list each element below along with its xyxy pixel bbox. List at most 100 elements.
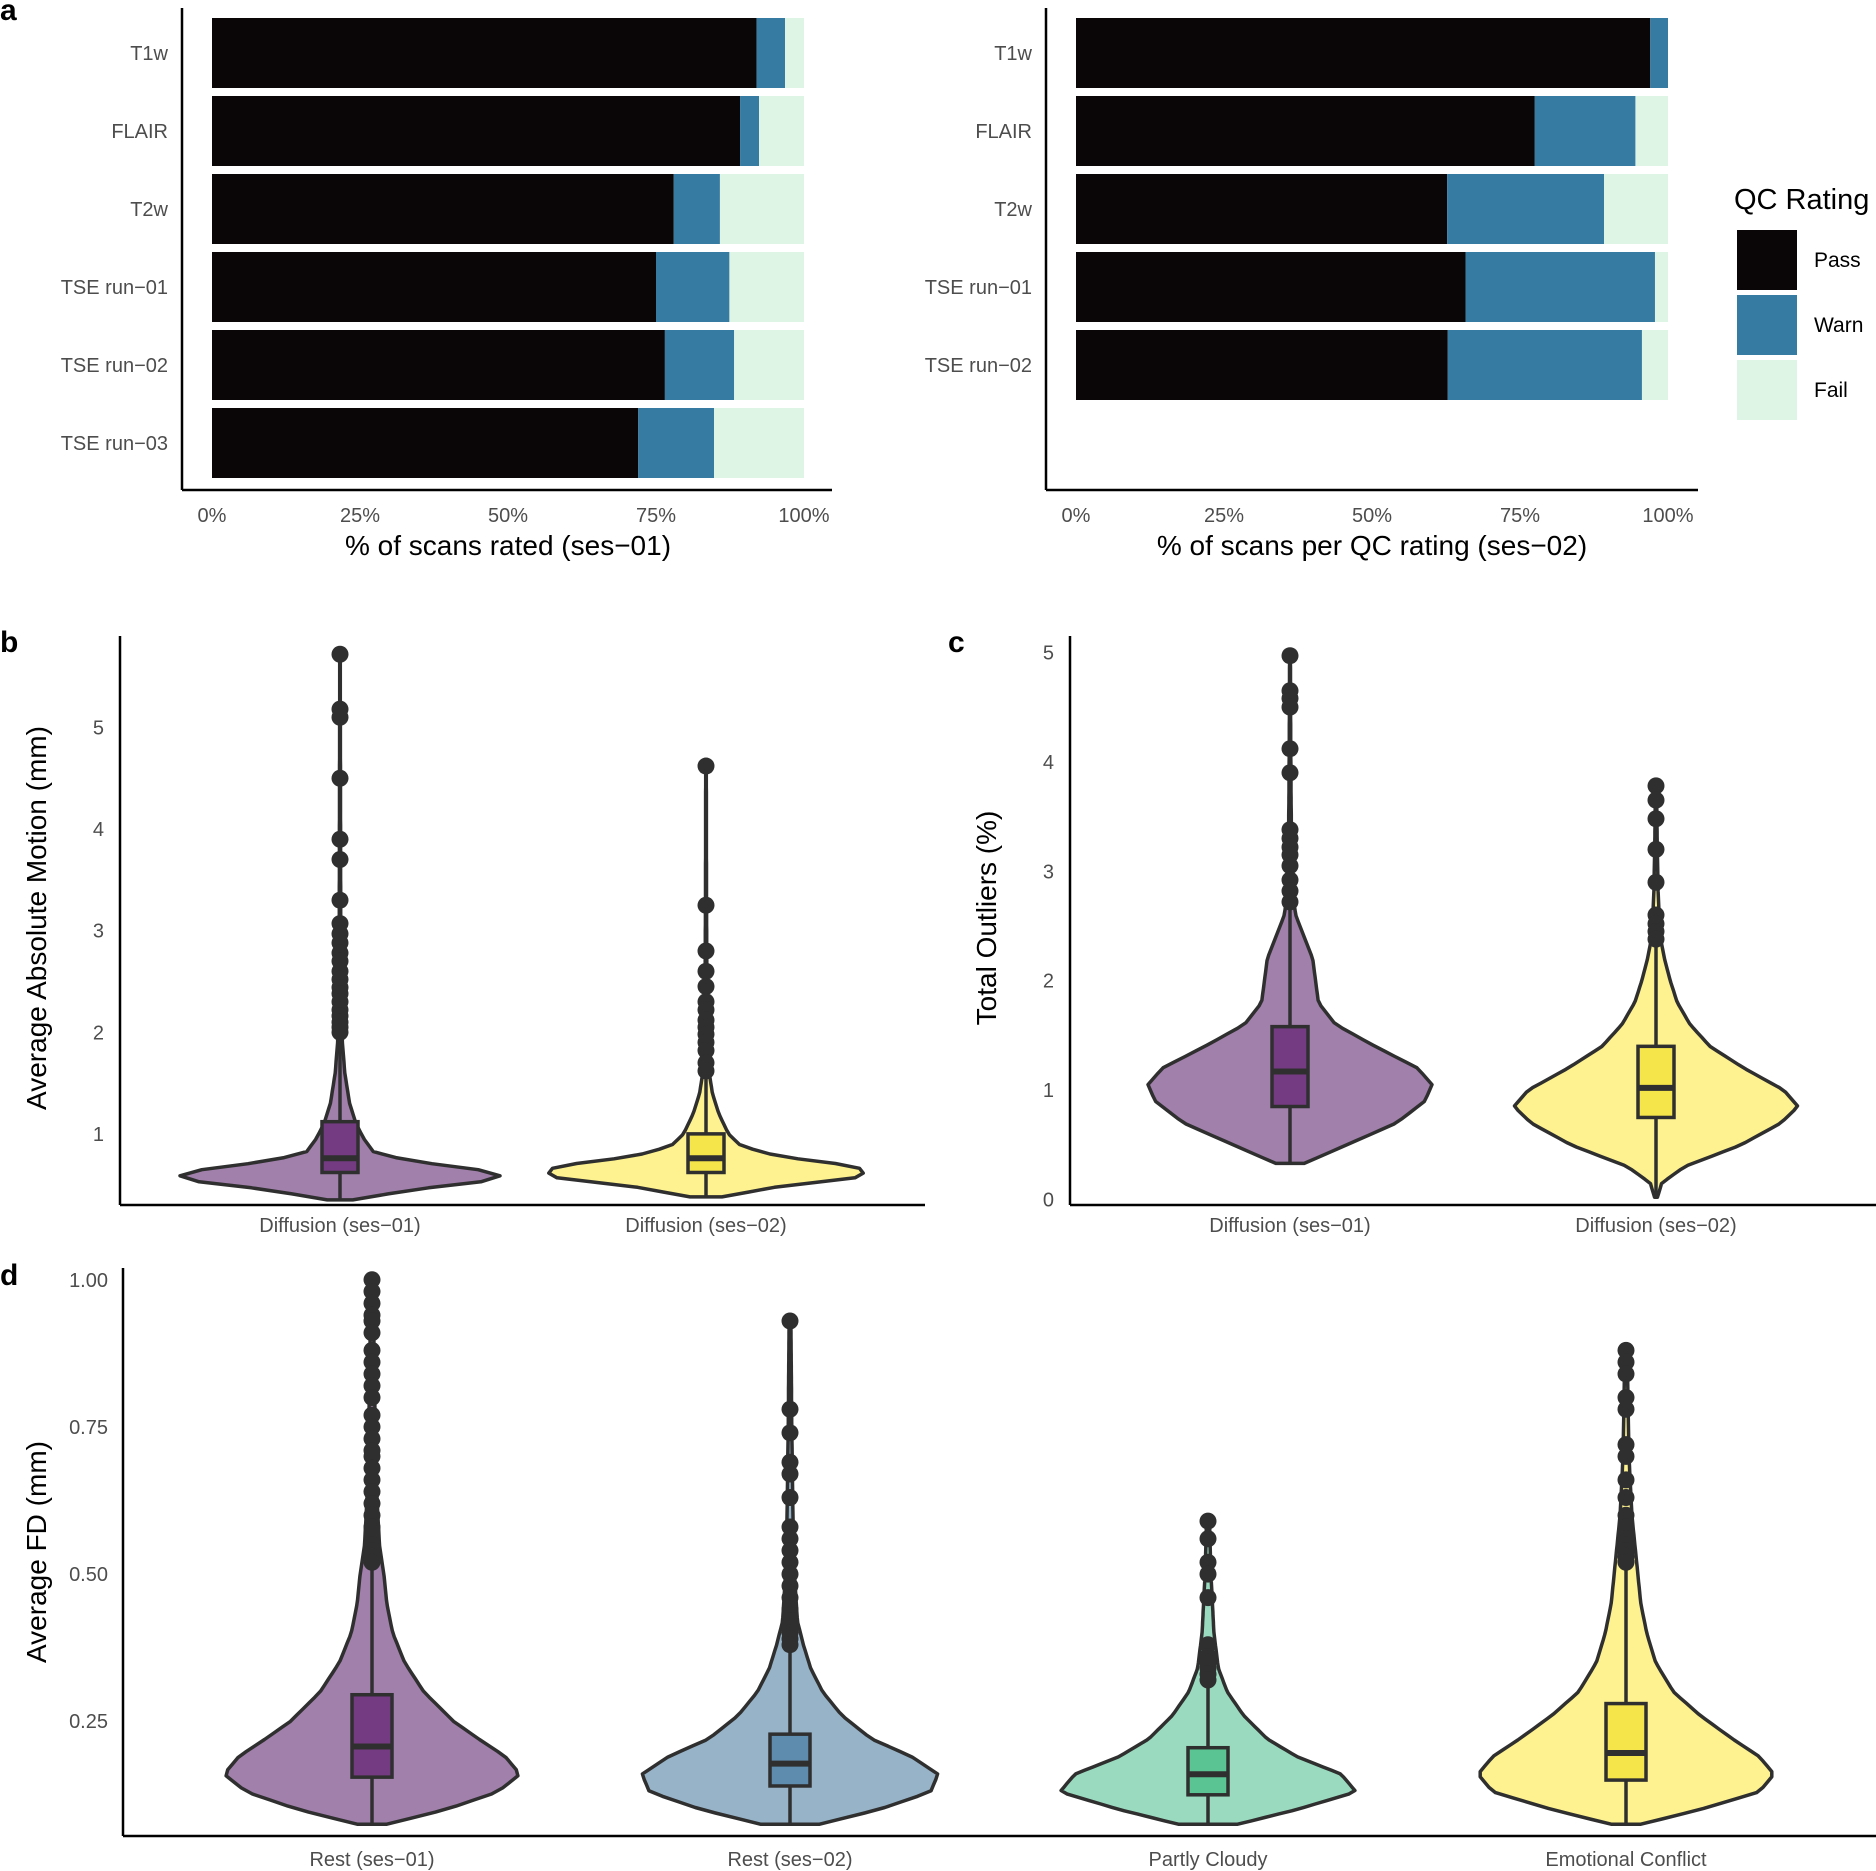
a1-bar-tse-run-03-pass bbox=[212, 408, 639, 478]
panel-d-x-ticks: Rest (ses−01) Rest (ses−02) Partly Cloudy E… bbox=[309, 1849, 1707, 1871]
d-rest-ses-02-outlier-10 bbox=[781, 1565, 799, 1583]
a2-x-tick-100: 100% bbox=[1642, 505, 1693, 527]
panel-c-label: c bbox=[948, 626, 965, 659]
d-emotional-conflict-outlier-15 bbox=[1617, 1553, 1635, 1571]
d-emotional-conflict-outlier-8 bbox=[1617, 1489, 1635, 1507]
a2-category-label-tse-run-01: TSE run−01 bbox=[925, 277, 1032, 299]
d-rest-ses-01-outlier-13 bbox=[363, 1430, 381, 1448]
d-emotional-conflict-outlier-5 bbox=[1617, 1436, 1635, 1454]
d-rest-ses-01-box bbox=[350, 1692, 394, 1779]
panel-b-violins bbox=[178, 645, 865, 1202]
a1-x-tick-0: 0% bbox=[198, 505, 227, 527]
c-diffusion-ses-01-x-label: Diffusion (ses−01) bbox=[1209, 1215, 1370, 1237]
d-rest-ses-01-outlier-8 bbox=[363, 1365, 381, 1383]
panel-a-ses02-bar-chart: T1w FLAIR T2w TSE run−01 TSE run−02 0% 25% 50%… bbox=[925, 8, 1698, 561]
b-y-tick-4: 4 bbox=[93, 819, 104, 841]
a1-bar-t1w-warn bbox=[756, 18, 786, 88]
d-y-tick-0-75: 0.75 bbox=[69, 1417, 108, 1439]
a1-x-tick-75: 75% bbox=[636, 505, 676, 527]
panel-c-y-axis-title: Total Outliers (%) bbox=[971, 811, 1002, 1026]
b-y-tick-2: 2 bbox=[93, 1022, 104, 1044]
b-diffusion-ses-02-outlier-11 bbox=[697, 1042, 715, 1060]
c-y-tick-0: 0 bbox=[1043, 1190, 1054, 1212]
d-partly-cloudy-outlier-3 bbox=[1199, 1565, 1217, 1583]
c-diffusion-ses-02-outlier-3 bbox=[1647, 840, 1665, 858]
d-rest-ses-01-outlier-19 bbox=[363, 1494, 381, 1512]
a2-bar-t1w-warn bbox=[1650, 18, 1668, 88]
d-partly-cloudy-outlier-0 bbox=[1199, 1512, 1217, 1530]
legend-label-pass: Pass bbox=[1814, 249, 1861, 272]
a1-bar-tse-run-01-warn bbox=[656, 252, 730, 322]
d-rest-ses-01-x-label: Rest (ses−01) bbox=[309, 1849, 434, 1871]
legend-swatch-pass bbox=[1737, 230, 1797, 290]
panel-d-label: d bbox=[0, 1259, 18, 1292]
panel-d-y-ticks: 0.25 0.50 0.75 1.00 bbox=[69, 1270, 108, 1733]
c-y-tick-5: 5 bbox=[1043, 642, 1054, 664]
d-rest-ses-01-outlier-17 bbox=[363, 1471, 381, 1489]
d-emotional-conflict-x-label: Emotional Conflict bbox=[1545, 1849, 1707, 1871]
b-y-tick-1: 1 bbox=[93, 1124, 104, 1146]
legend-label-fail: Fail bbox=[1814, 379, 1848, 402]
c-diffusion-ses-01-box bbox=[1270, 1024, 1310, 1109]
d-emotional-conflict-outlier-9 bbox=[1617, 1506, 1635, 1524]
d-rest-ses-02-outlier-1 bbox=[781, 1400, 799, 1418]
a1-category-label-tse-run-02: TSE run−02 bbox=[61, 355, 168, 377]
b-diffusion-ses-02-outlier-4 bbox=[697, 978, 715, 996]
c-diffusion-ses-02-box bbox=[1636, 1044, 1676, 1120]
d-rest-ses-01-outlier-5 bbox=[363, 1324, 381, 1342]
d-rest-ses-01-outlier-0 bbox=[363, 1271, 381, 1289]
b-diffusion-ses-01-outlier-21 bbox=[331, 1023, 349, 1041]
d-y-tick-0-50: 0.50 bbox=[69, 1564, 108, 1586]
a1-bar-flair-warn bbox=[740, 96, 760, 166]
d-rest-ses-02-outlier-6 bbox=[781, 1518, 799, 1536]
d-rest-ses-02-outlier-12 bbox=[781, 1589, 799, 1607]
d-rest-ses-02-outlier-0 bbox=[781, 1312, 799, 1330]
panel-a-ses01-bars bbox=[212, 18, 804, 478]
a1-bar-t2w-warn bbox=[673, 174, 720, 244]
panel-a-ses02-bars bbox=[1076, 18, 1668, 400]
d-partly-cloudy-outlier-1 bbox=[1199, 1530, 1217, 1548]
d-rest-ses-01-outlier-10 bbox=[363, 1388, 381, 1406]
d-emotional-conflict-box bbox=[1604, 1701, 1648, 1782]
d-emotional-conflict-outlier-4 bbox=[1617, 1400, 1635, 1418]
b-diffusion-ses-02-outlier-0 bbox=[697, 757, 715, 775]
d-rest-ses-01-outlier-20 bbox=[363, 1506, 381, 1524]
d-rest-ses-01-outlier-9 bbox=[363, 1377, 381, 1395]
a2-bar-tse-run-01-pass bbox=[1076, 252, 1466, 322]
panel-a-ses01-category-labels: T1w FLAIR T2w TSE run−01 TSE run−02 TSE run−0… bbox=[61, 43, 169, 455]
panel-d-violin-chart: 0.250.500.751.00 Rest (ses−01) Rest (ses−… bbox=[21, 1268, 1876, 1871]
d-rest-ses-02-outlier-19 bbox=[781, 1636, 799, 1654]
b-diffusion-ses-02-x-label: Diffusion (ses−02) bbox=[625, 1215, 786, 1237]
d-y-tick-0-25: 0.25 bbox=[69, 1711, 108, 1733]
d-rest-ses-02-outlier-3 bbox=[781, 1453, 799, 1471]
b-diffusion-ses-01-outlier-6 bbox=[331, 891, 349, 909]
a1-bar-tse-run-02-fail bbox=[734, 330, 804, 400]
panel-c-x-ticks: Diffusion (ses−01) Diffusion (ses−02) bbox=[1209, 1215, 1736, 1237]
a1-bar-tse-run-01-pass bbox=[212, 252, 656, 322]
d-emotional-conflict-outlier-6 bbox=[1617, 1447, 1635, 1465]
d-emotional-conflict-outlier-0 bbox=[1617, 1341, 1635, 1359]
c-diffusion-ses-01-outlier-0 bbox=[1281, 647, 1299, 665]
a1-bar-flair-fail bbox=[759, 96, 804, 166]
d-partly-cloudy-outlier-2 bbox=[1199, 1553, 1217, 1571]
a1-x-tick-50: 50% bbox=[488, 505, 528, 527]
a1-bar-tse-run-03-fail bbox=[714, 408, 804, 478]
b-diffusion-ses-01-outlier-2 bbox=[331, 708, 349, 726]
c-diffusion-ses-01-outlier-4 bbox=[1281, 740, 1299, 758]
a2-bar-t1w-pass bbox=[1076, 18, 1651, 88]
panel-a-ses02-x-ticks: 0% 25% 50% 75% 100% bbox=[1062, 505, 1694, 527]
a1-bar-tse-run-02-pass bbox=[212, 330, 665, 400]
c-diffusion-ses-01-outlier-13 bbox=[1281, 893, 1299, 911]
a1-category-label-t1w: T1w bbox=[130, 43, 168, 65]
d-emotional-conflict-outlier-7 bbox=[1617, 1471, 1635, 1489]
d-rest-ses-02-outlier-11 bbox=[781, 1577, 799, 1595]
a1-bar-tse-run-03-warn bbox=[638, 408, 715, 478]
d-rest-ses-02-outlier-4 bbox=[781, 1465, 799, 1483]
a2-x-tick-25: 25% bbox=[1204, 505, 1244, 527]
d-rest-ses-02-box bbox=[768, 1732, 812, 1788]
d-rest-ses-01-outlier-11 bbox=[363, 1406, 381, 1424]
b-diffusion-ses-01-outlier-4 bbox=[331, 830, 349, 848]
d-emotional-conflict-outlier-2 bbox=[1617, 1365, 1635, 1383]
